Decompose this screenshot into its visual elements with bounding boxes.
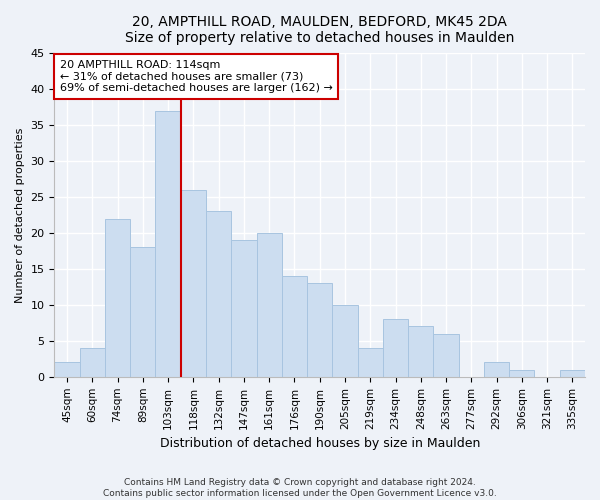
Bar [257, 233, 282, 377]
X-axis label: Distribution of detached houses by size in Maulden: Distribution of detached houses by size … [160, 437, 480, 450]
Bar [55, 362, 80, 377]
Bar [560, 370, 585, 377]
Bar [433, 334, 458, 377]
Bar [282, 276, 307, 377]
Bar [383, 320, 408, 377]
Bar [130, 248, 155, 377]
Bar [358, 348, 383, 377]
Text: 20 AMPTHILL ROAD: 114sqm
← 31% of detached houses are smaller (73)
69% of semi-d: 20 AMPTHILL ROAD: 114sqm ← 31% of detach… [60, 60, 332, 93]
Y-axis label: Number of detached properties: Number of detached properties [15, 128, 25, 303]
Bar [484, 362, 509, 377]
Bar [332, 305, 358, 377]
Bar [80, 348, 105, 377]
Title: 20, AMPTHILL ROAD, MAULDEN, BEDFORD, MK45 2DA
Size of property relative to detac: 20, AMPTHILL ROAD, MAULDEN, BEDFORD, MK4… [125, 15, 514, 45]
Bar [408, 326, 433, 377]
Bar [307, 284, 332, 377]
Bar [155, 111, 181, 377]
Bar [231, 240, 257, 377]
Bar [206, 212, 231, 377]
Text: Contains HM Land Registry data © Crown copyright and database right 2024.
Contai: Contains HM Land Registry data © Crown c… [103, 478, 497, 498]
Bar [509, 370, 535, 377]
Bar [105, 218, 130, 377]
Bar [181, 190, 206, 377]
